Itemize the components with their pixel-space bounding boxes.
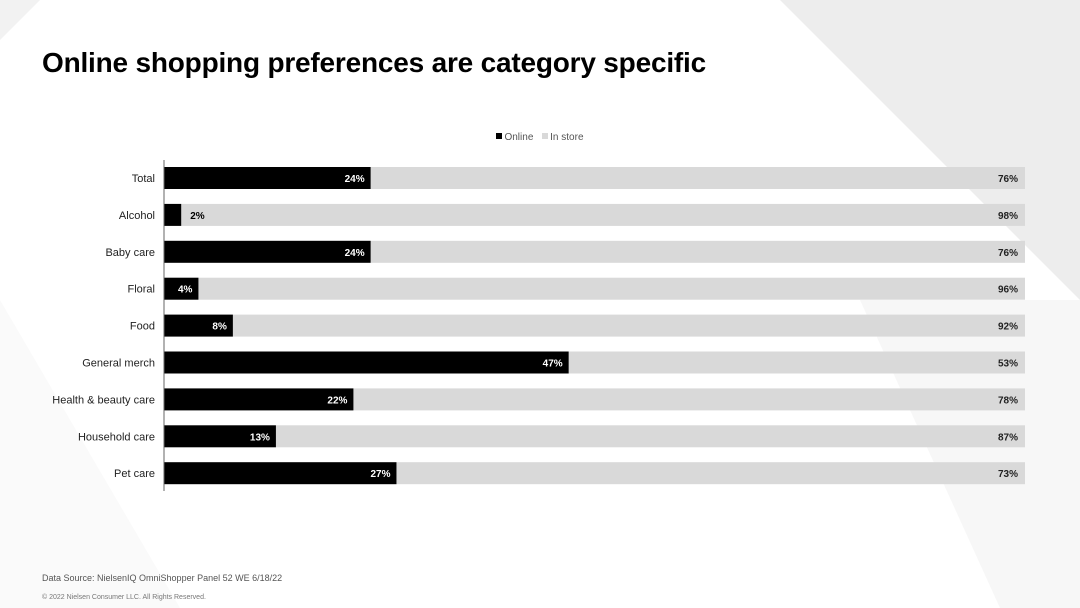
category-label: Baby care	[105, 247, 155, 259]
legend-label-in-store: In store	[550, 132, 584, 143]
data-label-online: 2%	[190, 211, 205, 222]
chart-legend: Online In store	[0, 132, 1080, 143]
legend-item-in-store: In store	[542, 132, 584, 143]
bar-in-store	[568, 351, 1025, 374]
bar-online	[164, 314, 233, 337]
page-title: Online shopping preferences are category…	[42, 47, 706, 78]
data-label-in-store: 53%	[998, 359, 1018, 370]
category-label: General merch	[82, 358, 155, 370]
category-label: Pet care	[114, 468, 155, 480]
data-label-in-store: 78%	[998, 395, 1018, 406]
bar-online	[164, 240, 371, 263]
legend-swatch-in-store	[542, 133, 549, 139]
bar-online	[164, 351, 569, 374]
data-label-online: 22%	[327, 395, 347, 406]
category-label: Floral	[127, 284, 155, 296]
bar-online	[164, 388, 354, 411]
data-label-in-store: 87%	[998, 432, 1018, 443]
data-label-online: 47%	[543, 359, 563, 370]
data-label-in-store: 76%	[998, 174, 1018, 185]
data-label-online: 27%	[370, 469, 390, 480]
bar-in-store	[370, 240, 1025, 263]
bar-online	[164, 277, 199, 300]
data-source-note: Data Source: NielsenIQ OmniShopper Panel…	[42, 573, 283, 583]
data-label-in-store: 92%	[998, 322, 1018, 333]
bar-in-store	[396, 462, 1026, 485]
category-label: Food	[130, 321, 155, 333]
bar-online	[164, 167, 371, 189]
bar-in-store	[353, 388, 1025, 411]
legend-swatch-online	[496, 133, 503, 139]
bar-in-store	[370, 167, 1025, 189]
category-label: Alcohol	[119, 210, 155, 222]
bar-in-store	[181, 203, 1026, 226]
bar-in-store	[275, 425, 1025, 448]
data-label-in-store: 98%	[998, 211, 1018, 222]
category-label: Household care	[78, 431, 155, 443]
data-label-online: 4%	[178, 285, 193, 296]
data-label-online: 24%	[345, 248, 365, 259]
data-label-online: 13%	[250, 432, 270, 443]
bar-in-store	[198, 277, 1025, 300]
bar-online	[164, 425, 276, 448]
data-label-online: 8%	[212, 322, 227, 333]
data-label-in-store: 76%	[998, 248, 1018, 259]
category-label: Total	[132, 173, 155, 185]
legend-label-online: Online	[504, 132, 534, 143]
data-label-online: 24%	[345, 174, 365, 185]
category-label: Health & beauty care	[52, 394, 155, 406]
bar-online	[164, 462, 397, 485]
bar-in-store	[232, 314, 1025, 337]
data-label-in-store: 96%	[998, 285, 1018, 296]
data-label-in-store: 73%	[998, 469, 1018, 480]
bar-online	[164, 203, 182, 226]
copyright-note: © 2022 Nielsen Consumer LLC. All Rights …	[42, 594, 206, 601]
legend-item-online: Online	[496, 132, 533, 143]
